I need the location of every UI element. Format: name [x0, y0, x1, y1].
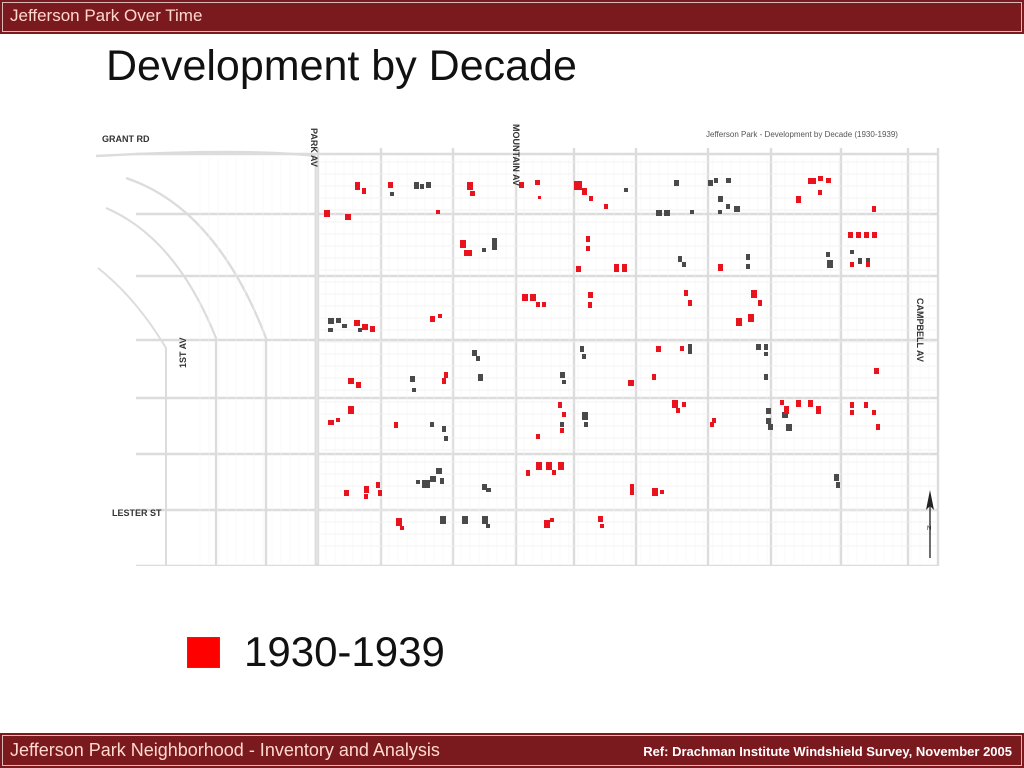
street-label-grant-rd: GRANT RD [102, 134, 150, 144]
legend-label: 1930-1939 [244, 628, 445, 675]
street-label-lester-st: LESTER ST [112, 508, 162, 518]
section-title: Jefferson Park Over Time [10, 6, 203, 25]
street-label-1st-av: 1ST AV [178, 337, 188, 368]
development-map: Jefferson Park - Development by Decade (… [96, 118, 941, 566]
slide-title: Development by Decade [106, 42, 577, 90]
footer-reference: Ref: Drachman Institute Windshield Surve… [643, 744, 1012, 759]
top-banner-frame [2, 2, 1022, 32]
street-grid [96, 148, 940, 566]
map-caption: Jefferson Park - Development by Decade (… [706, 130, 898, 139]
street-label-park-av: PARK AV [309, 128, 319, 167]
top-banner: Jefferson Park Over Time [0, 0, 1024, 34]
north-arrow-icon: N [926, 490, 934, 558]
svg-text:N: N [927, 526, 931, 532]
parcels-1930s [324, 176, 880, 530]
street-label-campbell-av: CAMPBELL AV [915, 298, 925, 362]
parcels-other-decades [328, 178, 870, 528]
legend-swatch [187, 637, 220, 668]
footer-project-title: Jefferson Park Neighborhood - Inventory … [10, 740, 440, 760]
street-label-mountain-av: MOUNTAIN AV [511, 124, 521, 186]
footer-banner: Jefferson Park Neighborhood - Inventory … [0, 733, 1024, 768]
footer-banner-frame [2, 735, 1022, 766]
